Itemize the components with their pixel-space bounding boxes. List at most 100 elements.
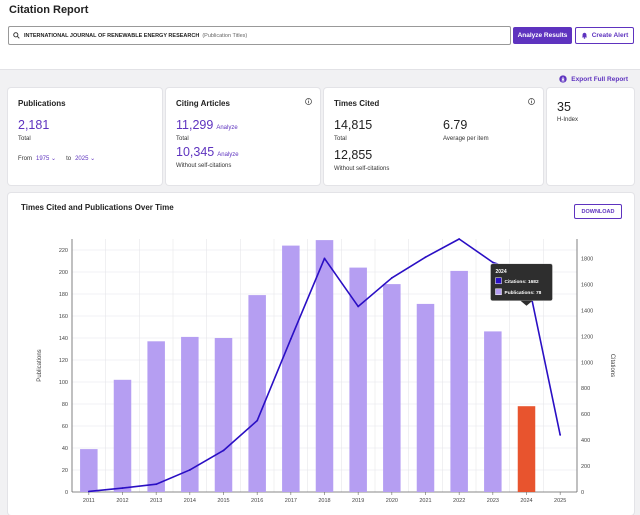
times-cited-publications-chart: 0 20 40 60 80 100 120 140 160 180 200 220 0 200 400 600…: [37, 238, 615, 504]
y-left-tick-label: 120: [59, 358, 68, 364]
citing-articles-title: Citing Articles: [176, 99, 230, 108]
y-left-tick-label: 100: [59, 380, 68, 386]
download-button[interactable]: DOWNLOAD: [574, 204, 622, 219]
y-left-axis-title: Publications: [37, 349, 43, 381]
y-right-tick-label: 0: [581, 490, 584, 496]
y-right-tick-label: 1200: [581, 334, 593, 340]
search-icon: [13, 32, 20, 39]
citations-point-2022: [458, 238, 461, 240]
year-from-label: From: [18, 155, 32, 162]
publications-bar-2017: [282, 245, 300, 492]
x-tick-label: 2012: [116, 498, 128, 504]
citations-point-2018: [323, 257, 326, 260]
citations-point-2012: [121, 487, 124, 490]
publications-bar-2013: [147, 341, 165, 492]
y-left-tick-label: 20: [62, 468, 68, 474]
citing-total-count[interactable]: 11,299: [176, 118, 214, 132]
publications-bar-2012: [113, 379, 132, 492]
times-cited-title: Times Cited: [334, 99, 380, 108]
citations-point-2011: [87, 490, 90, 493]
citations-point-2025: [559, 434, 562, 436]
create-alert-button[interactable]: Create Alert: [575, 27, 634, 44]
search-query-field[interactable]: INTERNATIONAL JOURNAL OF RENEWABLE ENERG…: [8, 26, 511, 45]
chevron-down-icon: ⌄: [51, 156, 57, 162]
y-left-tick-label: 40: [62, 446, 68, 452]
x-tick-label: 2024: [520, 498, 532, 504]
chart-panel: Times Cited and Publications Over Time D…: [8, 193, 634, 515]
x-tick-label: 2018: [318, 498, 330, 504]
publications-bar-2020: [383, 284, 401, 492]
bell-icon: [581, 32, 587, 39]
average-per-item-label: Average per item: [443, 136, 489, 142]
year-range: From 1975 ⌄ to 2025 ⌄: [18, 155, 95, 163]
y-right-tick-label: 400: [581, 438, 590, 444]
y-right-tick-label: 800: [581, 386, 590, 392]
y-left-tick-label: 80: [62, 402, 68, 408]
tooltip-publications-swatch: [495, 288, 502, 296]
publications-bar-2018: [315, 240, 334, 492]
x-tick-label: 2014: [184, 498, 196, 504]
publications-total-label: Total: [18, 136, 31, 142]
times-cited-without-label: Without self-citations: [334, 166, 390, 172]
year-from-value: 1975: [36, 156, 50, 162]
x-tick-label: 2011: [83, 498, 95, 504]
create-alert-label: Create Alert: [591, 32, 629, 39]
citing-total-analyze-link[interactable]: Analyze: [216, 125, 238, 131]
info-icon[interactable]: [528, 98, 535, 105]
citations-point-2016: [256, 419, 259, 422]
y-right-tick-label: 600: [581, 412, 590, 418]
citations-point-2013: [155, 483, 158, 486]
y-left-tick-label: 0: [65, 490, 68, 496]
citing-without-analyze-link[interactable]: Analyze: [217, 152, 239, 158]
info-icon[interactable]: [305, 98, 312, 105]
export-full-report-link[interactable]: Export Full Report: [559, 75, 628, 83]
analyze-results-button[interactable]: Analyze Results: [513, 27, 572, 44]
publications-count[interactable]: 2,181: [18, 118, 50, 132]
y-left-tick-label: 60: [62, 424, 68, 430]
y-left-tick-label: 140: [59, 336, 68, 342]
page-title: Citation Report: [9, 4, 89, 16]
search-scope-text: (Publication Titles): [202, 32, 248, 39]
publications-bar-2011: [80, 449, 98, 492]
average-per-item-value: 6.79: [443, 118, 468, 132]
h-index-value: 35: [557, 100, 571, 114]
year-to-label: to: [66, 155, 72, 162]
year-to-value: 2025: [75, 156, 89, 162]
year-to-select[interactable]: 2025 ⌄: [75, 155, 95, 162]
tooltip-year: 2024: [496, 269, 507, 275]
tooltip-publications-label: Publications: 78: [505, 290, 542, 296]
citing-without-row: 10,345 Analyze: [176, 145, 239, 159]
y-right-tick-label: 1400: [581, 308, 593, 314]
x-tick-label: 2023: [487, 498, 499, 504]
citations-point-2019: [357, 305, 360, 308]
publications-bar-2019: [349, 267, 367, 492]
tooltip-citations-swatch: [495, 277, 502, 285]
year-from-select[interactable]: 1975 ⌄: [36, 155, 56, 162]
y-right-tick-label: 1600: [581, 282, 593, 288]
x-tick-label: 2017: [285, 498, 297, 504]
x-tick-label: 2022: [453, 498, 465, 504]
y-right-axis-title: Citations: [609, 354, 615, 377]
y-left-tick-label: 220: [59, 248, 68, 254]
publications-bar-2024: [517, 406, 536, 492]
times-cited-total-label: Total: [334, 136, 347, 142]
citations-point-2017: [289, 338, 292, 340]
y-left-tick-label: 160: [59, 314, 68, 320]
tooltip-box: [490, 263, 553, 302]
x-tick-label: 2016: [251, 498, 263, 504]
export-full-report-label: Export Full Report: [571, 75, 628, 83]
x-tick-label: 2015: [217, 498, 229, 504]
download-circle-icon: [559, 75, 567, 83]
y-right-tick-label: 1800: [581, 256, 593, 262]
publications-bar-2014: [181, 336, 199, 492]
x-tick-label: 2013: [150, 498, 162, 504]
h-index-label: H-Index: [557, 117, 579, 123]
chart-tooltip: 2024 Citations: 1682 Publications: 78: [490, 263, 553, 306]
citations-point-2020: [390, 277, 393, 279]
y-right-tick-label: 200: [581, 464, 590, 470]
header-bar: Citation Report INTERNATIONAL JOURNAL OF…: [0, 0, 640, 70]
citing-without-count[interactable]: 10,345: [176, 145, 215, 159]
citations-point-2015: [222, 449, 225, 452]
y-left-tick-label: 200: [59, 270, 68, 276]
chart-title: Times Cited and Publications Over Time: [21, 203, 174, 212]
